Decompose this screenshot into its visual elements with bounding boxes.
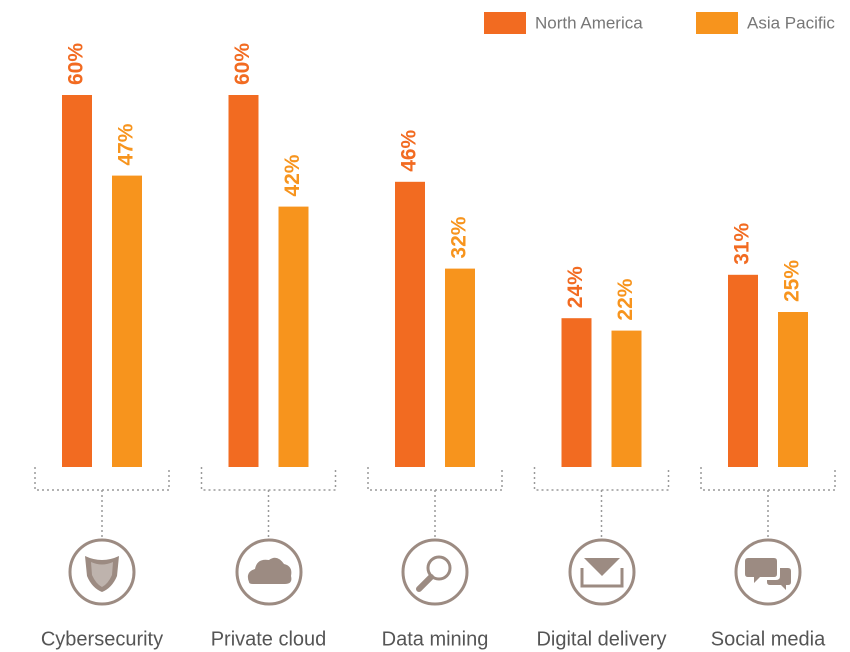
icon-magnifier bbox=[401, 538, 469, 606]
category-label: Social media bbox=[711, 628, 826, 650]
bar bbox=[278, 206, 309, 467]
bracket bbox=[200, 467, 337, 538]
bar bbox=[561, 318, 592, 467]
bar bbox=[228, 95, 259, 467]
value-label: 42% bbox=[281, 154, 304, 196]
bracket bbox=[700, 467, 836, 538]
value-label: 31% bbox=[731, 222, 754, 264]
legend-swatch bbox=[484, 12, 526, 34]
bar bbox=[445, 268, 475, 467]
legend-swatch bbox=[696, 12, 738, 34]
category-label: Data mining bbox=[382, 628, 489, 650]
legend-label: Asia Pacific bbox=[747, 13, 835, 32]
icon-shield bbox=[68, 538, 136, 606]
value-label: 47% bbox=[115, 123, 138, 165]
bar bbox=[112, 175, 142, 467]
category-label: Private cloud bbox=[211, 628, 327, 650]
value-label: 22% bbox=[614, 278, 637, 320]
bracket bbox=[367, 467, 503, 538]
category-label: Cybersecurity bbox=[41, 628, 163, 650]
value-label: 46% bbox=[398, 129, 421, 171]
category-label: Digital delivery bbox=[536, 628, 666, 650]
bar bbox=[395, 181, 425, 468]
bracket bbox=[34, 467, 170, 538]
value-label: 60% bbox=[231, 43, 254, 85]
bar bbox=[728, 274, 758, 467]
icon-chat bbox=[734, 538, 802, 606]
bracket bbox=[533, 467, 670, 538]
bar bbox=[778, 312, 808, 467]
bar bbox=[62, 95, 92, 467]
value-label: 32% bbox=[448, 216, 471, 258]
value-label: 60% bbox=[65, 43, 88, 85]
value-label: 24% bbox=[564, 266, 587, 308]
legend-label: North America bbox=[535, 13, 643, 32]
icon-delivery bbox=[568, 538, 636, 606]
bar bbox=[611, 330, 642, 467]
icon-cloud bbox=[235, 538, 303, 606]
value-label: 25% bbox=[781, 260, 804, 302]
